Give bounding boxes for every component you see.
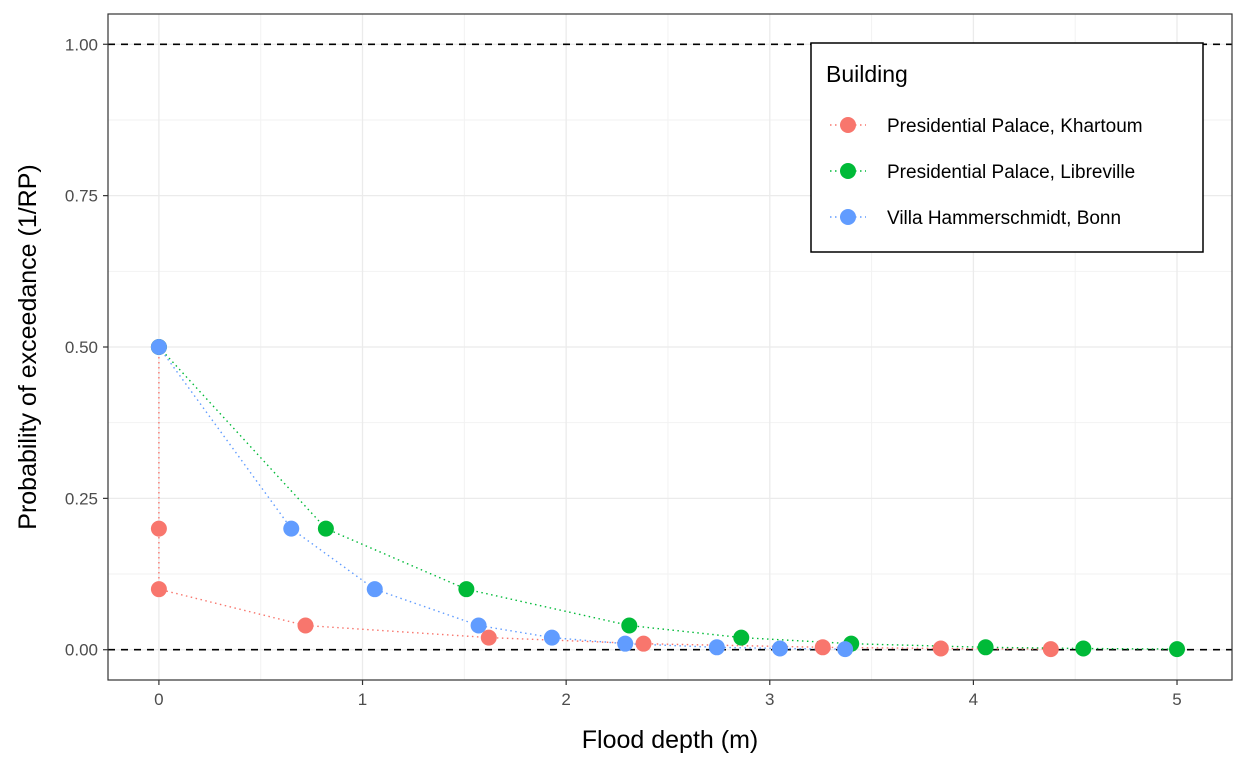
y-axis: 0.00 0.25 0.50 0.75 1.00 [65,35,108,660]
x-tick-label: 1 [358,690,367,709]
legend: Building Presidential Palace, KhartoumPr… [810,42,1204,253]
data-point-series-2 [1169,641,1186,658]
data-point-series-2 [317,520,334,537]
data-point-series-1 [150,520,167,537]
legend-label: Presidential Palace, Libreville [887,162,1135,183]
x-axis-title: Flood depth (m) [582,726,758,754]
data-point-series-2 [621,617,638,634]
legend-key-point [840,117,856,133]
data-point-series-3 [283,520,300,537]
legend-title: Building [826,61,908,87]
data-point-series-2 [1075,640,1092,657]
data-point-series-3 [617,635,634,652]
data-point-series-1 [480,629,497,646]
legend-label: Villa Hammerschmidt, Bonn [887,208,1121,229]
data-point-series-3 [543,629,560,646]
x-tick-label: 4 [969,690,978,709]
data-point-series-3 [366,581,383,598]
data-point-series-1 [297,617,314,634]
legend-key-point [840,209,856,225]
legend-items: Presidential Palace, Khartoum Presidentia… [830,116,1143,229]
legend-key-point [840,163,856,179]
x-axis: 0 1 2 3 4 5 [154,680,1182,709]
data-point-series-3 [150,339,167,355]
data-point-series-1 [932,640,949,657]
data-point-series-3 [771,640,788,657]
data-point-series-2 [458,581,475,598]
data-point-series-1 [814,639,831,656]
data-point-series-3 [708,639,725,656]
y-tick-label: 0.25 [65,489,98,508]
data-point-series-1 [1042,641,1059,658]
data-point-series-2 [733,629,750,646]
x-tick-label: 3 [765,690,774,709]
data-point-series-3 [837,641,854,658]
data-point-series-1 [635,635,652,652]
x-tick-label: 5 [1172,690,1181,709]
x-tick-label: 0 [154,690,163,709]
y-axis-title: Probability of exceedance (1/RP) [14,164,42,529]
y-tick-label: 0.75 [65,187,98,206]
legend-box [810,42,1204,253]
data-point-series-3 [470,617,487,634]
data-point-series-1 [150,581,167,598]
y-tick-label: 0.50 [65,338,98,357]
y-tick-label: 0.00 [65,641,98,660]
legend-label: Presidential Palace, Khartoum [887,116,1143,137]
series-layer [150,339,1186,658]
x-tick-label: 2 [561,690,570,709]
data-point-series-2 [977,639,994,656]
y-tick-label: 1.00 [65,35,98,54]
